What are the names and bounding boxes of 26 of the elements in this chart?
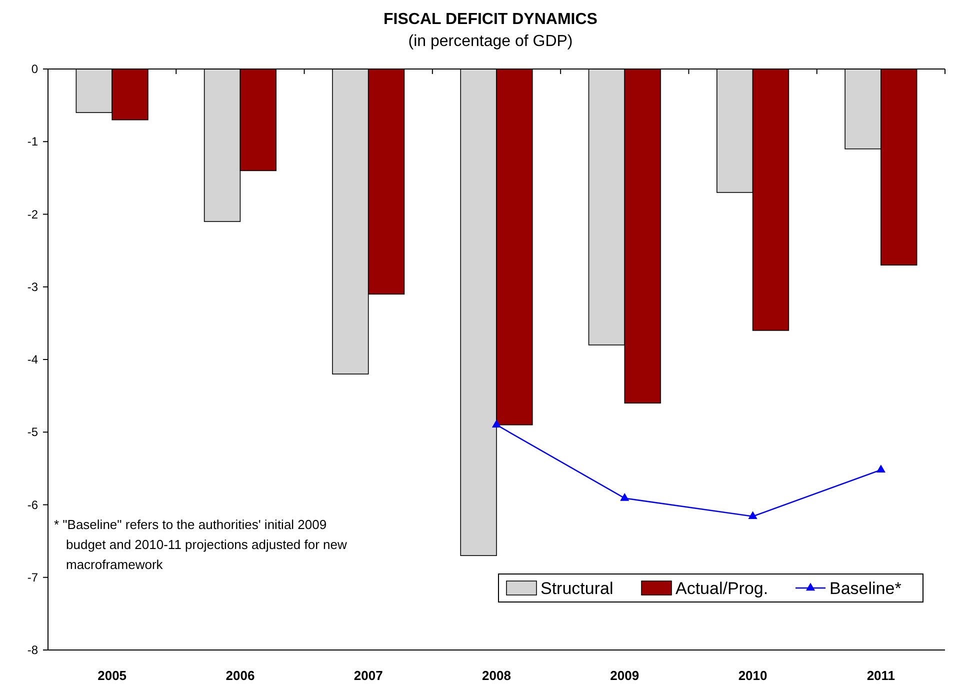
y-tick-label: -4 [27, 352, 38, 366]
y-tick-label: -1 [27, 134, 38, 149]
y-tick-label: -8 [27, 643, 38, 657]
y-tick-label: -5 [27, 425, 38, 440]
y-tick-label: -7 [27, 570, 38, 584]
x-tick-label: 2010 [738, 668, 768, 683]
y-tick-label: -2 [27, 207, 38, 222]
point [876, 464, 886, 473]
x-tick-label: 2011 [866, 668, 896, 683]
y-tick-label: -6 [27, 498, 38, 512]
point [620, 492, 630, 501]
x-tick-label: 2005 [98, 668, 127, 683]
chart-subtitle: (in percentage of GDP) [408, 33, 573, 50]
x-tick-label: 2007 [354, 668, 383, 683]
y-tick-label: -3 [27, 280, 38, 294]
point [748, 511, 758, 519]
chart-title: FISCAL DEFICIT DYNAMICS [384, 11, 598, 28]
point [492, 420, 502, 428]
x-tick-label: 2008 [482, 668, 511, 683]
legend-label: Actual/Prog. [676, 579, 768, 598]
y-tick-label: 0 [31, 62, 38, 76]
legend-label: Structural [540, 579, 614, 598]
legend-label: Baseline* [830, 579, 902, 598]
annotation: * "Baseline" refers to the authorities' initial 2009 budget and 2010-11 projections adjusted for new macroframework [54, 517, 348, 572]
x-tick-label: 2006 [226, 668, 255, 683]
x-tick-label: 2009 [610, 668, 640, 683]
